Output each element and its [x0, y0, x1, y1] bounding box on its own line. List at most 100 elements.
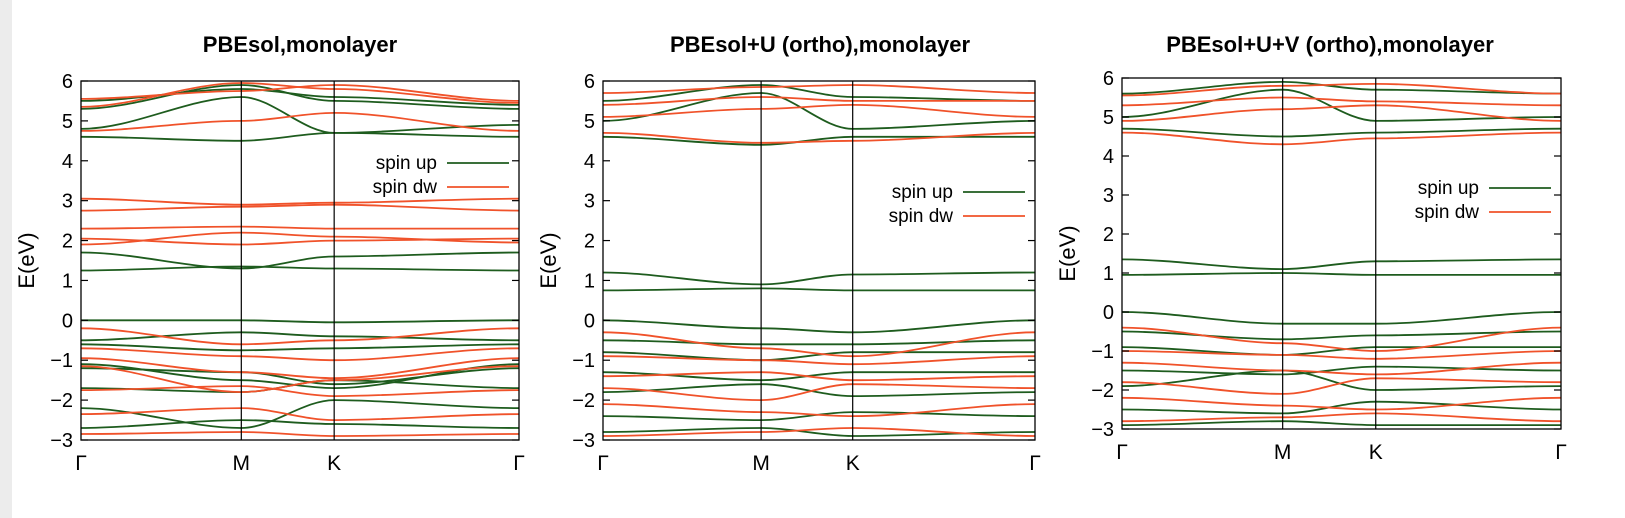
y-tick-label: −1	[1091, 341, 1114, 363]
y-tick-label: −1	[572, 350, 595, 372]
y-tick-label: 6	[62, 71, 73, 93]
y-tick-label: 4	[584, 151, 595, 173]
spin-up-band-12	[603, 427, 1035, 437]
spin-dw-band-4	[603, 84, 1035, 94]
y-tick-label: −3	[50, 430, 73, 452]
spin-dw-band-9	[603, 403, 1035, 418]
spin-up-band-1	[1122, 127, 1561, 138]
chart-panel-3: PBEsol+U+V (ortho),monolayer E(eV) −3 −2 −1 0…	[1055, 32, 1567, 464]
spin-dw-band-6	[603, 355, 1035, 366]
legend: spin up spin dw	[373, 153, 509, 198]
spin-up-band-1	[81, 131, 519, 142]
spin-up-band-11	[1122, 400, 1561, 415]
legend-label: spin dw	[889, 206, 954, 227]
spin-up-band-4	[1122, 272, 1561, 276]
spin-up-band-14	[81, 419, 519, 429]
x-kpoint-label: Γ	[597, 452, 609, 475]
chart-title: PBEsol+U+V (ortho),monolayer	[1166, 32, 1494, 57]
legend: spin up spin dw	[889, 182, 1025, 227]
x-kpoint-label: K	[846, 452, 860, 475]
spin-dw-band-3	[603, 96, 1035, 106]
spin-up-band-9	[81, 343, 519, 352]
x-kpoint-label: Γ	[513, 452, 525, 475]
spin-dw-band-10	[81, 347, 519, 362]
y-tick-label: 6	[1103, 68, 1114, 90]
y-axis-label: E(eV)	[1055, 225, 1080, 281]
spin-up-band-5	[1122, 258, 1561, 271]
spin-up-band-8	[1122, 346, 1561, 356]
y-tick-label: 3	[62, 191, 73, 213]
y-tick-label: −2	[1091, 380, 1114, 402]
spin-dw-band-7	[1122, 361, 1561, 376]
x-kpoint-label: K	[327, 452, 341, 475]
spin-up-band-11	[603, 411, 1035, 422]
spin-dw-band-8	[81, 197, 519, 206]
x-kpoint-label: Γ	[1029, 452, 1041, 475]
spin-up-band-6	[81, 251, 519, 270]
spin-dw-band-1	[81, 111, 519, 132]
y-tick-label: −2	[50, 390, 73, 412]
spin-up-band-5	[81, 265, 519, 272]
y-tick-label: 0	[62, 310, 73, 332]
y-tick-label: −3	[572, 430, 595, 452]
spin-dw-band-8	[1122, 377, 1561, 395]
x-kpoint-label: M	[752, 452, 770, 475]
bands-group	[81, 82, 519, 437]
x-kpoint-label: Γ	[75, 452, 87, 475]
spin-dw-band-5	[1122, 326, 1561, 352]
y-tick-label: 4	[1103, 146, 1114, 168]
y-tick-label: −3	[1091, 419, 1114, 441]
x-kpoint-label: Γ	[1116, 441, 1128, 464]
spin-dw-band-10	[1122, 412, 1561, 423]
spin-dw-band-2	[1122, 104, 1561, 122]
legend-label: spin up	[1418, 178, 1479, 199]
spin-dw-band-5	[81, 237, 519, 246]
spin-up-band-3	[1122, 80, 1561, 95]
spin-dw-band-15	[81, 431, 519, 437]
y-tick-label: 2	[1103, 224, 1114, 246]
y-tick-label: 3	[1103, 185, 1114, 207]
y-tick-label: 1	[1103, 263, 1114, 285]
y-tick-label: 0	[1103, 302, 1114, 324]
y-tick-label: 1	[62, 270, 73, 292]
spin-dw-band-9	[81, 327, 519, 346]
spin-dw-band-2	[603, 103, 1035, 118]
spin-up-band-8	[81, 331, 519, 342]
spin-up-band-9	[1122, 365, 1561, 376]
y-tick-label: 2	[62, 231, 73, 253]
spin-dw-band-10	[603, 427, 1035, 437]
y-tick-label: 4	[62, 151, 73, 173]
spin-up-band-2	[81, 96, 519, 134]
legend-label: spin dw	[1415, 202, 1480, 223]
spin-dw-band-6	[81, 225, 519, 230]
legend-label: spin up	[892, 182, 953, 203]
x-kpoint-label: M	[233, 452, 251, 475]
spin-up-band-12	[1122, 420, 1561, 427]
y-tick-label: 5	[1103, 107, 1114, 129]
spin-up-band-3	[603, 84, 1035, 102]
band-structure-figure: PBEsol,monolayer E(eV) −3 −2 −1 0 1 2 3 4 5 6 Γ M K Γsp…	[14, 32, 1567, 475]
spin-up-band-9	[603, 371, 1035, 382]
y-tick-label: 0	[584, 310, 595, 332]
spin-dw-band-3	[81, 84, 519, 102]
spin-up-band-10	[603, 383, 1035, 398]
spin-dw-band-1	[1122, 131, 1561, 146]
legend: spin up spin dw	[1415, 178, 1551, 223]
chart-title: PBEsol+U (ortho),monolayer	[670, 32, 971, 57]
spin-up-band-8	[603, 351, 1035, 362]
x-kpoint-label: M	[1274, 441, 1292, 464]
spin-dw-band-7	[81, 203, 519, 212]
plot-frame	[1121, 77, 1562, 430]
spin-dw-band-14	[81, 407, 519, 422]
spin-up-band-2	[603, 92, 1035, 130]
chart-panel-1: PBEsol,monolayer E(eV) −3 −2 −1 0 1 2 3 4 5 6 Γ M K Γsp…	[14, 32, 525, 475]
chart-title: PBEsol,monolayer	[203, 32, 398, 57]
bands-group	[603, 84, 1035, 437]
spin-dw-band-1	[603, 132, 1035, 144]
plot-frame	[602, 80, 1036, 441]
y-tick-label: 1	[584, 270, 595, 292]
spin-dw-band-9	[1122, 396, 1561, 411]
y-tick-label: 6	[584, 71, 595, 93]
spin-dw-band-11	[81, 357, 519, 380]
